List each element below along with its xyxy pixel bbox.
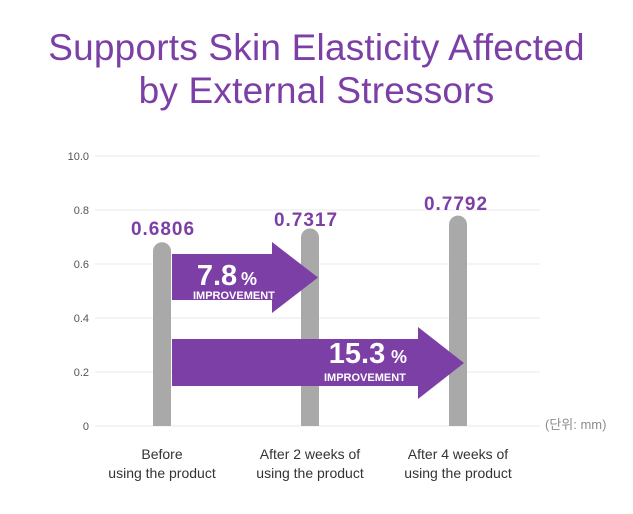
improvement-percent: % xyxy=(391,347,407,367)
bar-base xyxy=(449,408,467,426)
bar xyxy=(301,228,319,426)
bar xyxy=(449,215,467,426)
y-tick-label: 0.4 xyxy=(74,313,89,325)
improvement-value: 15.3 xyxy=(329,338,385,370)
y-tick-label: 10.0 xyxy=(68,151,89,163)
x-category-label: using the product xyxy=(404,465,512,481)
improvement-arrow xyxy=(172,242,318,313)
improvement-value: 7.8 xyxy=(197,260,237,292)
chart-title: Supports Skin Elasticity Affected by Ext… xyxy=(0,26,633,112)
value-label: 0.6806 xyxy=(131,219,195,240)
value-label: 0.7792 xyxy=(424,194,488,215)
y-tick-label: 0.6 xyxy=(74,259,89,271)
x-category-label: Before xyxy=(141,446,182,462)
x-category-label: using the product xyxy=(108,465,216,481)
x-category-label: After 2 weeks of xyxy=(260,446,360,462)
improvement-label: IMPROVEMENT xyxy=(324,372,406,384)
x-category-label: using the product xyxy=(256,465,364,481)
bar-base xyxy=(301,408,319,426)
bar-base xyxy=(153,408,171,426)
chart-title-line-1: Supports Skin Elasticity Affected xyxy=(48,27,585,68)
x-category-label: After 4 weeks of xyxy=(408,446,508,462)
y-tick-label: 0.2 xyxy=(74,367,89,379)
improvement-percent: % xyxy=(241,269,257,289)
improvement-label: IMPROVEMENT xyxy=(193,290,275,302)
improvement-arrow xyxy=(172,327,464,399)
unit-label: (단위: mm) xyxy=(545,417,607,432)
bar xyxy=(153,242,171,426)
value-label: 0.7317 xyxy=(274,210,338,231)
y-tick-label: 0.8 xyxy=(74,205,89,217)
chart-title-line-2: by External Stressors xyxy=(138,70,495,111)
y-tick-label: 0 xyxy=(83,421,89,433)
